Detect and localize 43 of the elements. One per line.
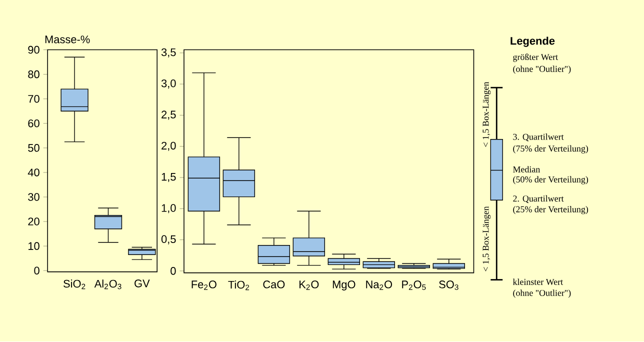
text: (ohne "Outlier") [513,66,571,74]
y-tick-label: 50 [28,144,40,152]
text: (ohne "Outlier") [513,290,571,298]
y-tick-label: 1,5 [162,173,176,182]
text: < 1,5 Box-Längen [482,206,491,272]
y-tick-label: 40 [28,168,40,177]
x-tick-label: CaO [263,280,285,289]
text: (75% der Verteilung) [513,146,588,154]
y-tick-label: 90 [28,46,40,54]
y-tick-label: 3,0 [161,80,176,89]
y-tick-label: 80 [28,70,40,78]
y-tick-label: 20 [28,218,40,226]
x-tick-label: SiO$_{2}$ [64,280,86,290]
y-tick-label: 0 [34,266,40,275]
text: 3. Quartilwert [513,134,564,142]
text: 2. Quartilwert [513,196,564,204]
y-axis-title: Masse-% [45,36,90,44]
y-tick-label: 70 [28,95,40,103]
y-tick-label: 60 [28,120,40,128]
text: kleinster Wert [512,278,564,286]
text: (25% der Verteilung) [513,206,588,214]
y-tick-label: 0 [170,267,176,276]
y-tick-label: 2,0 [162,142,176,152]
y-tick-label: 1,0 [162,204,176,214]
text: (50% der Verteilung) [513,176,588,185]
x-tick-label: Na$_{2}$O [366,280,392,290]
y-tick-label: 10 [28,242,40,250]
x-tick-label: SO$_{3}$ [439,280,458,290]
y-tick-label: 0,5 [161,236,176,245]
x-tick-label: MgO [332,280,356,291]
text: Legende [510,36,555,48]
x-tick-label: Al$_{2}$O$_{3}$ [94,280,122,290]
x-tick-label: GV [134,280,150,288]
y-tick-label: 3,5 [161,48,176,58]
y-tick-label: 2,5 [162,110,176,120]
x-tick-label: TiO$_{2}$ [228,280,250,290]
x-tick-label: P$_{2}$O$_{5}$ [402,280,426,290]
y-tick-label: 30 [28,193,40,202]
text: Median [513,166,540,173]
text: größter Wert [513,54,558,62]
x-tick-label: Fe$_{2}$O [192,280,216,290]
text: < 1,5 Box-Längen [482,82,491,148]
x-tick-label: K$_{2}$O [300,280,319,290]
